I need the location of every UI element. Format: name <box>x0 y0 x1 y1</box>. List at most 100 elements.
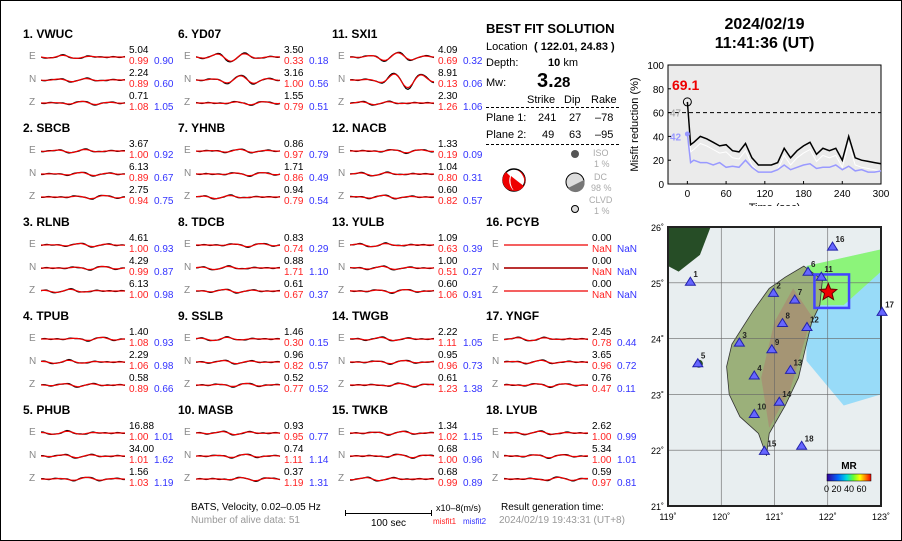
waveform-trace <box>350 288 435 295</box>
lon-tick-label: 119˚ <box>659 512 676 522</box>
synthetic-waveform <box>196 171 281 177</box>
station-triangle-icon[interactable] <box>802 266 814 276</box>
misfit1-value: 0.67 <box>284 290 304 301</box>
misfit1-value: 0.97 <box>284 150 304 161</box>
epicenter-box <box>813 273 851 310</box>
component-label: Z <box>184 191 191 202</box>
component-label: E <box>338 427 345 438</box>
component-label: E <box>29 145 36 156</box>
station-triangle-icon[interactable] <box>748 370 761 380</box>
misfit1-value: 1.71 <box>284 267 304 278</box>
station-triangle-icon[interactable] <box>795 440 808 450</box>
misfit2-value: 0.72 <box>617 361 637 372</box>
station-triangle-icon[interactable] <box>776 317 789 328</box>
station-triangle-icon[interactable] <box>826 241 839 251</box>
blue-peak-marker <box>684 131 690 137</box>
station-triangle-icon[interactable] <box>733 337 746 347</box>
misfit2-value: 1.62 <box>154 455 174 466</box>
location-label: Location <box>486 41 528 53</box>
waveform-trace <box>41 242 126 248</box>
station-number: 18 <box>805 434 814 443</box>
x-tick-label: 180 <box>795 189 812 200</box>
component-label: Z <box>29 379 36 390</box>
synthetic-waveform <box>41 100 125 106</box>
plane1-rake: –78 <box>595 112 614 124</box>
waveform-trace <box>41 382 126 388</box>
synthetic-waveform <box>196 243 281 248</box>
waveform-trace <box>196 74 281 85</box>
station-triangle-icon[interactable] <box>801 321 813 331</box>
misfit1-value: 1.00 <box>129 244 149 255</box>
component-label: E <box>492 427 499 438</box>
station-number: 14 <box>782 390 791 399</box>
waveform-trace <box>196 430 281 436</box>
amplitude-value: 0.83 <box>284 233 304 244</box>
station-title: 17. YNGF <box>486 309 540 323</box>
synthetic-waveform <box>504 430 588 435</box>
station-number: 12 <box>810 315 819 324</box>
component-label: N <box>29 450 37 461</box>
waveform-trace <box>41 171 126 177</box>
component-label: E <box>29 51 36 62</box>
amplitude-value: 0.52 <box>284 373 304 384</box>
waveform-trace <box>504 267 588 269</box>
station-number: 2 <box>776 281 781 290</box>
waveform-trace <box>41 53 126 60</box>
station-triangle-icon[interactable] <box>691 357 704 368</box>
synthetic-waveform <box>350 453 435 459</box>
station-triangle-icon[interactable] <box>784 364 797 374</box>
clvd-value: 1 % <box>594 206 610 216</box>
misfit1-value: 0.69 <box>438 56 458 67</box>
misfit1-value: 1.06 <box>438 290 458 301</box>
misfit2-value: 0.54 <box>309 196 329 207</box>
central-mountains <box>761 288 812 428</box>
plane2-label: Plane 2: <box>486 129 527 141</box>
misfit1-value: 1.01 <box>129 455 149 466</box>
waveform-trace <box>504 454 589 460</box>
component-label: Z <box>184 473 191 484</box>
station-triangle-icon[interactable] <box>876 306 888 316</box>
gray-value-label: 47 <box>670 109 682 120</box>
station-triangle-icon[interactable] <box>758 445 771 455</box>
component-label: Z <box>338 473 345 484</box>
component-label: N <box>492 262 500 273</box>
amplitude-value: 1.56 <box>129 467 149 478</box>
misfit2-value: 0.39 <box>463 244 483 255</box>
synthetic-waveform <box>41 336 126 341</box>
synthetic-waveform <box>350 52 435 62</box>
amplitude-value: 1.04 <box>438 162 458 173</box>
component-label: N <box>184 168 192 179</box>
station-title: 13. YULB <box>332 215 385 229</box>
misfit2-value: 0.31 <box>463 173 483 184</box>
station-triangle-icon[interactable] <box>773 396 786 406</box>
station-triangle-icon[interactable] <box>767 287 780 297</box>
misfit2-value: 0.27 <box>463 267 483 278</box>
solution-title: BEST FIT SOLUTION <box>486 21 615 36</box>
focal-mechanism-beachball <box>502 168 526 192</box>
misfit1-value: 1.00 <box>129 290 149 301</box>
station-triangle-icon[interactable] <box>815 271 828 281</box>
depth-value: 10 <box>548 57 561 69</box>
clvd-ball-icon <box>571 205 579 213</box>
station-triangle-icon[interactable] <box>684 276 697 286</box>
time-scale-bar <box>346 513 431 514</box>
lon-tick-label: 122˚ <box>819 512 837 522</box>
lon-tick-label: 120˚ <box>712 512 730 522</box>
lat-tick-label: 22˚ <box>651 446 664 456</box>
misfit1-value: 0.89 <box>129 384 149 395</box>
station-triangle-icon[interactable] <box>748 408 761 418</box>
misfit1-value: 1.00 <box>438 455 458 466</box>
station-number: 9 <box>775 338 780 347</box>
misfit2-value: 0.87 <box>154 267 174 278</box>
synthetic-waveform <box>350 476 434 482</box>
synthetic-waveform <box>350 101 434 106</box>
amplitude-value: 0.95 <box>438 350 458 361</box>
misfit1-value: 0.51 <box>438 267 458 278</box>
depth-unit: km <box>563 57 578 69</box>
synthetic-waveform <box>350 430 435 436</box>
station-triangle-icon[interactable] <box>765 343 778 354</box>
waveform-trace <box>41 429 125 436</box>
station-triangle-icon[interactable] <box>788 294 801 304</box>
misfit2-value: 0.67 <box>154 173 174 184</box>
waveform-trace <box>504 476 589 482</box>
